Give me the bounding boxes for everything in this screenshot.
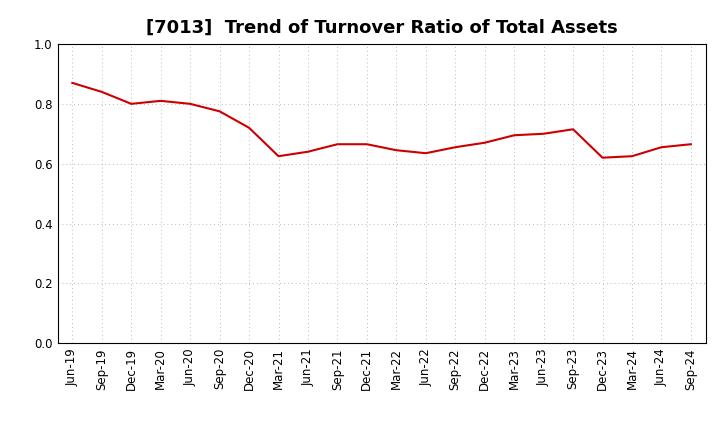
Title: [7013]  Trend of Turnover Ratio of Total Assets: [7013] Trend of Turnover Ratio of Total …	[145, 19, 618, 37]
